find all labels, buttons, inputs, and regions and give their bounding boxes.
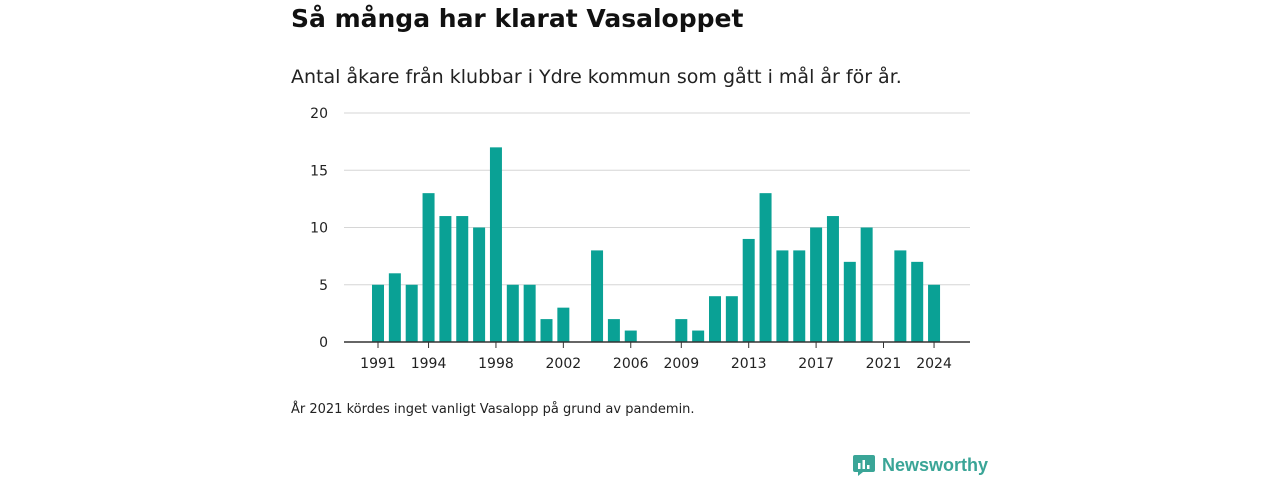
x-tick-label: 2009 bbox=[663, 356, 699, 372]
y-tick-label: 15 bbox=[310, 163, 328, 179]
x-tick-label: 2002 bbox=[546, 356, 582, 372]
bar bbox=[894, 250, 907, 342]
bar bbox=[523, 284, 536, 342]
bar bbox=[776, 250, 789, 342]
bar bbox=[422, 193, 435, 342]
newsworthy-logo-icon bbox=[853, 455, 875, 476]
bar bbox=[911, 261, 924, 342]
bar bbox=[456, 216, 469, 342]
bar bbox=[843, 261, 856, 342]
brand-name: Newsworthy bbox=[882, 454, 989, 475]
bar bbox=[709, 296, 721, 342]
bar bbox=[607, 319, 620, 342]
x-tick-label: 2006 bbox=[613, 356, 649, 372]
bar bbox=[860, 227, 873, 342]
bar bbox=[742, 238, 755, 342]
bar bbox=[793, 250, 806, 342]
y-tick-label: 20 bbox=[310, 106, 328, 122]
bar bbox=[591, 250, 604, 342]
bar bbox=[810, 227, 823, 342]
chart-title: Så många har klarat Vasaloppet bbox=[291, 4, 744, 33]
bar bbox=[928, 284, 941, 342]
bar bbox=[624, 330, 637, 342]
x-tick-label: 1994 bbox=[411, 356, 447, 372]
footnote: År 2021 kördes inget vanligt Vasalopp på… bbox=[291, 402, 695, 417]
bar bbox=[826, 216, 839, 342]
bar bbox=[388, 273, 401, 342]
bar bbox=[489, 147, 502, 342]
brand-logo: Newsworthy bbox=[852, 453, 988, 477]
x-tick-label: 2024 bbox=[916, 356, 952, 372]
bar bbox=[372, 284, 384, 342]
x-tick-label: 2021 bbox=[866, 356, 902, 372]
y-tick-label: 0 bbox=[319, 335, 328, 351]
y-tick-label: 5 bbox=[319, 278, 328, 294]
bar bbox=[405, 284, 418, 342]
bar bbox=[439, 216, 452, 342]
y-tick-label: 10 bbox=[310, 221, 328, 237]
bar bbox=[759, 193, 772, 342]
bar bbox=[540, 319, 553, 342]
x-tick-label: 1998 bbox=[478, 356, 514, 372]
bar bbox=[506, 284, 519, 342]
bar bbox=[725, 296, 738, 342]
x-tick-label: 1991 bbox=[360, 356, 396, 372]
bar bbox=[692, 330, 705, 342]
bar bbox=[557, 307, 570, 342]
chart-subtitle: Antal åkare från klubbar i Ydre kommun s… bbox=[291, 66, 902, 88]
bar bbox=[675, 319, 688, 342]
x-tick-label: 2013 bbox=[731, 356, 767, 372]
bar bbox=[473, 227, 486, 342]
x-tick-label: 2017 bbox=[798, 356, 834, 372]
